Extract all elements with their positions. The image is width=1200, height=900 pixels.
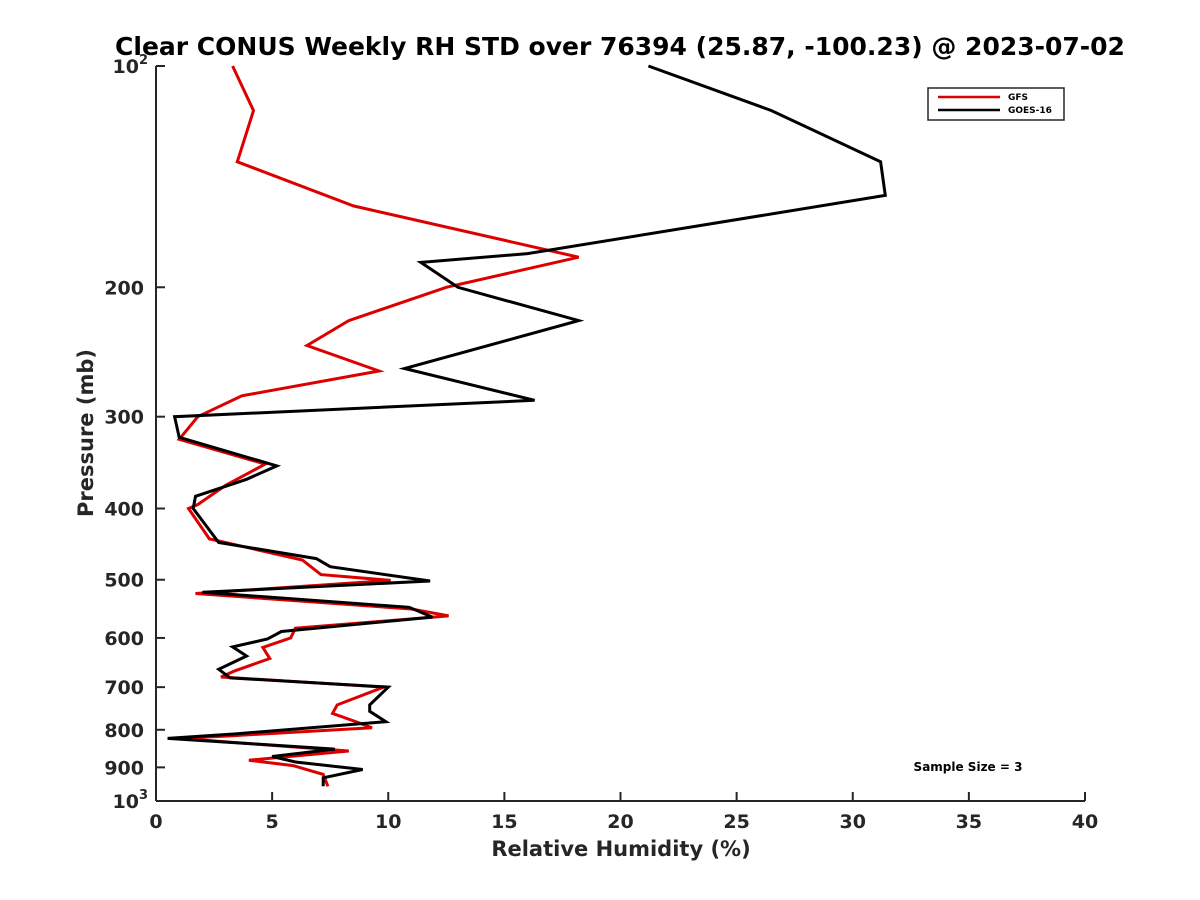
y-tick-label: 800 [104, 720, 144, 742]
x-tick-label: 35 [956, 811, 982, 833]
y-tick-base: 10 [113, 791, 139, 813]
x-tick-label: 15 [491, 811, 517, 833]
series-line-gfs [176, 65, 580, 787]
legend-label-goes-16: GOES-16 [1008, 106, 1052, 116]
axes: 0 5 10 15 20 25 30 35 40102200300400500600700800… [104, 53, 1098, 833]
x-tick-label: 25 [723, 811, 749, 833]
y-tick-label: 102 [113, 53, 149, 78]
x-tick-label: 20 [607, 811, 633, 833]
y-axis-label: Pressure (mb) [74, 349, 98, 517]
series-line-goes-16 [167, 64, 887, 787]
x-tick-label: 10 [375, 811, 401, 833]
plot-area [167, 64, 887, 787]
y-tick-label: 900 [104, 757, 144, 779]
y-tick-label: 200 [104, 277, 144, 299]
y-tick-exponent: 2 [139, 53, 148, 68]
x-tick-label: 30 [840, 811, 866, 833]
x-tick-label: 0 [149, 811, 162, 833]
x-axis-label: Relative Humidity (%) [491, 837, 750, 861]
y-tick-label: 300 [104, 407, 144, 429]
x-tick-label: 40 [1072, 811, 1098, 833]
sample-size-annotation: Sample Size = 3 [914, 760, 1023, 774]
legend: GFS GOES-16 [927, 87, 1065, 121]
y-tick-label: 700 [104, 677, 144, 699]
y-tick-label: 500 [104, 570, 144, 592]
y-tick-exponent: 3 [139, 788, 148, 803]
y-tick-label: 400 [104, 499, 144, 521]
x-tick-label: 5 [266, 811, 279, 833]
y-tick-label: 103 [113, 788, 149, 813]
y-tick-label: 600 [104, 628, 144, 650]
y-tick-base: 10 [113, 56, 139, 78]
chart-title: Clear CONUS Weekly RH STD over 76394 (25… [115, 32, 1125, 61]
legend-label-gfs: GFS [1008, 93, 1028, 103]
legend-box [927, 87, 1065, 121]
